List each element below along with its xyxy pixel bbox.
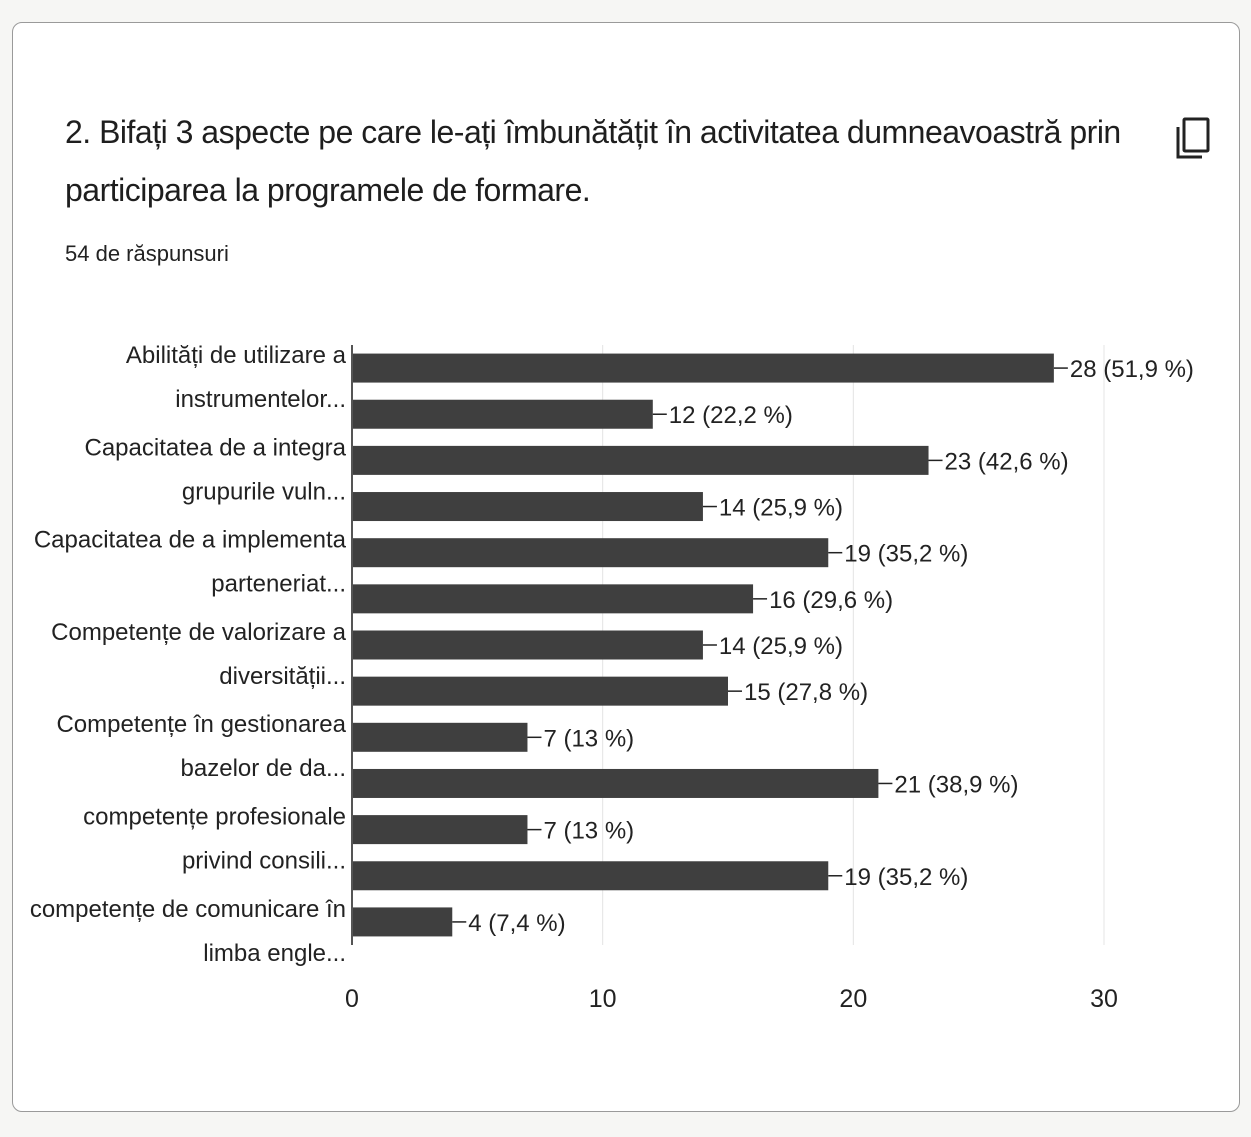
category-label: parteneriat... [211, 571, 346, 598]
bar [352, 538, 829, 568]
value-label: 7 (13 %) [543, 818, 634, 845]
bar [352, 353, 1054, 383]
category-label: Capacitatea de a implementa [34, 527, 347, 554]
category-label: bazelor de da... [181, 755, 346, 782]
question-card: 2. Bifați 3 aspecte pe care le-ați îmbun… [12, 22, 1240, 1112]
value-label: 21 (38,9 %) [894, 771, 1018, 798]
category-label: diversității... [219, 663, 346, 690]
value-label: 16 (29,6 %) [769, 587, 893, 614]
bar [352, 630, 703, 660]
category-label: Capacitatea de a integra [84, 434, 346, 461]
bar [352, 676, 728, 706]
value-label: 28 (51,9 %) [1070, 356, 1194, 383]
value-label: 4 (7,4 %) [468, 910, 565, 937]
bar [352, 399, 653, 429]
value-label: 19 (35,2 %) [844, 864, 968, 891]
response-count: 54 de răspunsuri [65, 241, 229, 266]
value-label: 14 (25,9 %) [719, 633, 843, 660]
bar [352, 861, 829, 891]
value-label: 14 (25,9 %) [719, 495, 843, 522]
value-label: 19 (35,2 %) [844, 541, 968, 568]
copy-icon[interactable] [1173, 115, 1213, 163]
bar [352, 907, 453, 937]
category-label: privind consili... [182, 848, 346, 875]
category-label: Abilități de utilizare a [126, 342, 347, 369]
x-tick-label: 0 [345, 985, 359, 1013]
value-label: 15 (27,8 %) [744, 679, 868, 706]
bar [352, 584, 754, 614]
value-label: 12 (22,2 %) [669, 402, 793, 429]
bar [352, 815, 528, 845]
category-label: instrumentelor... [175, 386, 346, 413]
value-label: 23 (42,6 %) [945, 448, 1069, 475]
x-tick-label: 10 [589, 985, 617, 1013]
bar [352, 492, 703, 522]
question-title: 2. Bifați 3 aspecte pe care le-ați îmbun… [65, 114, 1121, 208]
category-label: Competențe de valorizare a [51, 619, 346, 646]
bar [352, 722, 528, 752]
category-label: grupurile vuln... [182, 478, 346, 505]
category-label: competențe de comunicare în [30, 896, 346, 923]
value-label: 7 (13 %) [543, 725, 634, 752]
bar [352, 445, 929, 475]
category-label: limba engle... [203, 940, 346, 967]
category-label: Competențe în gestionarea [56, 711, 346, 738]
x-tick-label: 20 [839, 985, 867, 1013]
category-label: competențe profesionale [83, 804, 346, 831]
x-tick-label: 30 [1090, 985, 1118, 1013]
bar [352, 768, 879, 798]
